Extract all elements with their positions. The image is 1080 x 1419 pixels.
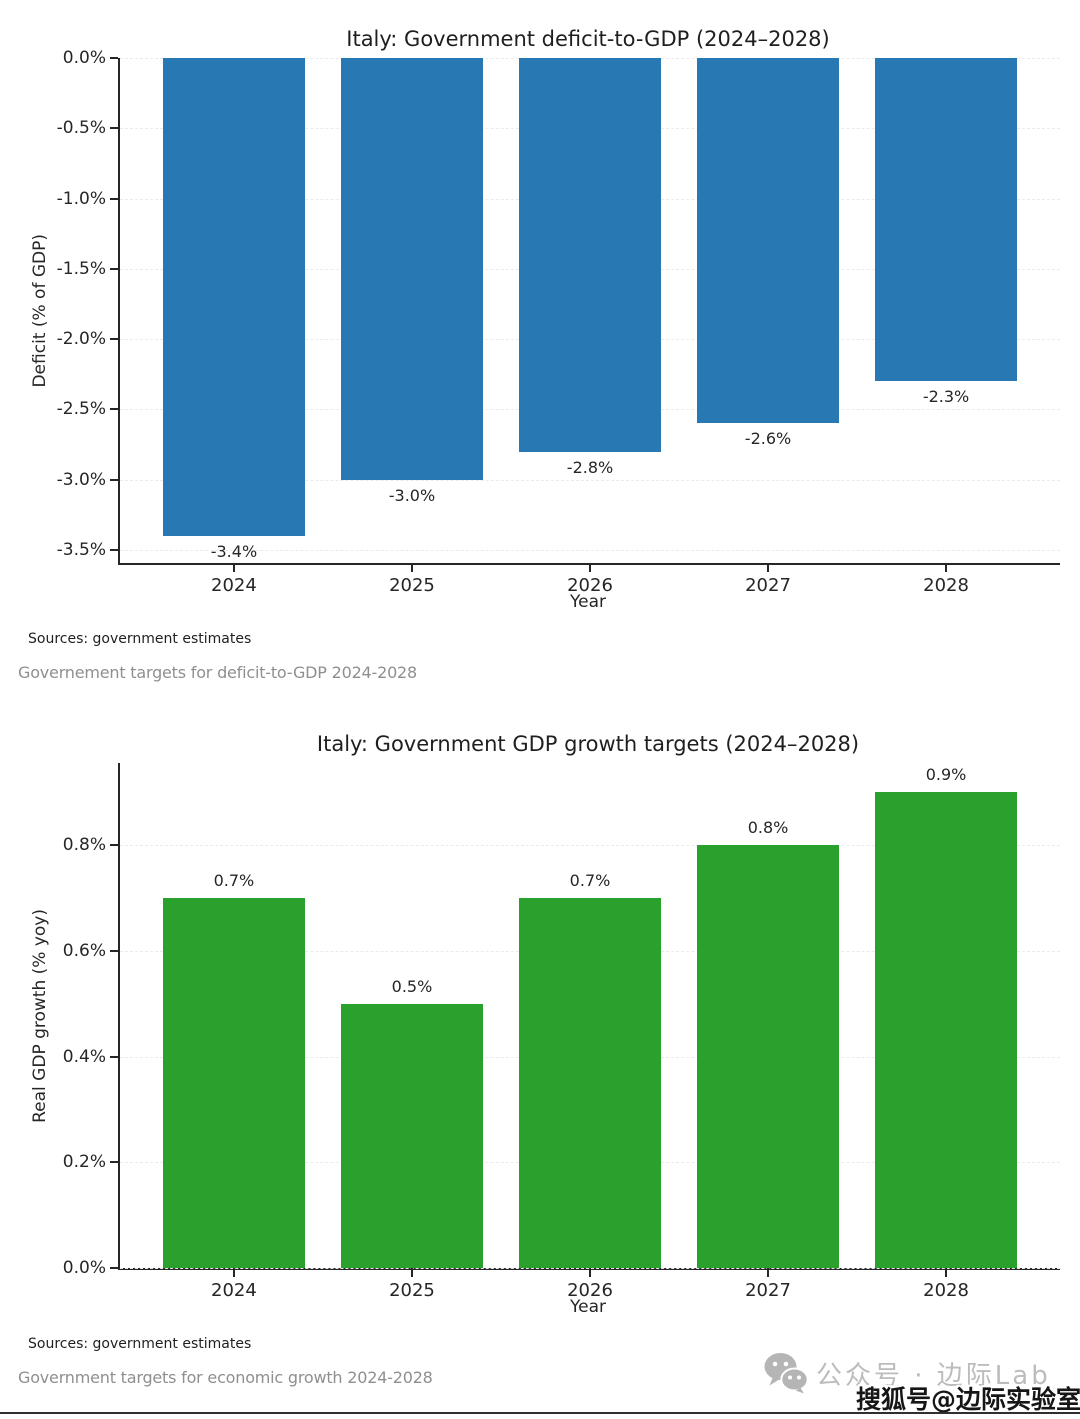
gridline: [120, 549, 1060, 551]
gridline: [120, 845, 1060, 846]
sohu-account-label: 搜狐号@边际实验室: [856, 1385, 1080, 1414]
chart-caption: Governement targets for deficit-to-GDP 2…: [18, 663, 418, 682]
x-tick-mark: [767, 563, 770, 572]
y-tick-label: -1.0%: [56, 188, 106, 209]
deficit-chart: Italy: Government deficit-to-GDP (2024–2…: [0, 0, 1080, 705]
x-tick-label: 2025: [389, 1280, 435, 1301]
wechat-icon: [764, 1353, 809, 1394]
bar: [696, 58, 840, 424]
x-tick-mark: [410, 563, 413, 572]
y-tick-label: 0.4%: [62, 1046, 106, 1067]
bar: [874, 792, 1018, 1268]
y-tick-mark: [110, 1055, 118, 1058]
y-tick-mark: [110, 267, 118, 270]
gridline: [120, 479, 1060, 481]
x-axis-title: Year: [570, 1297, 606, 1317]
bar: [518, 58, 662, 452]
y-axis-title: Real GDP growth (% yoy): [22, 763, 58, 1268]
bar-value-label: -2.6%: [744, 429, 792, 449]
y-tick-label: -2.0%: [56, 329, 106, 350]
gdp-growth-chart: Italy: Government GDP growth targets (20…: [0, 705, 1080, 1410]
bar-value-label: -2.8%: [566, 457, 614, 477]
y-tick-label: -3.0%: [56, 469, 106, 490]
plot-area: 0.0% -0.5% -1.0% -1.5% -2.0% -2.5% -3.0% -3.5% -…: [57, 48, 1060, 596]
bar: [162, 58, 306, 536]
x-tick-label: 2026: [567, 575, 613, 596]
bar-value-label: -3.4%: [210, 541, 258, 561]
x-tick-label: 2027: [745, 575, 791, 596]
x-tick-mark: [589, 563, 591, 572]
x-tick-label: 2028: [923, 1280, 969, 1301]
bar: [518, 897, 662, 1268]
y-tick-mark: [110, 844, 118, 846]
x-tick-mark: [945, 1268, 948, 1277]
y-axis-title-text: Real GDP growth (% yoy): [30, 908, 50, 1123]
y-tick-mark: [110, 408, 118, 411]
bar-value-label: 0.5%: [391, 976, 433, 996]
y-tick-mark: [110, 548, 118, 551]
x-tick-mark: [410, 1268, 413, 1277]
bar-value-label: -2.3%: [922, 387, 970, 407]
chart-title: Italy: Government deficit-to-GDP (2024–2…: [346, 27, 830, 51]
y-tick-mark: [110, 127, 118, 130]
x-tick-mark: [589, 1268, 591, 1277]
bar-value-label: 0.8%: [747, 818, 789, 837]
y-tick-label: 0.0%: [62, 48, 106, 68]
y-axis-title-text: Deficit (% of GDP): [30, 233, 50, 388]
y-tick-mark: [110, 478, 118, 481]
bar-value-label: 0.7%: [569, 870, 611, 890]
wechat-account-label: 公众号 · 边际Lab: [816, 1361, 1051, 1391]
bottom-rule: [0, 1412, 1080, 1414]
x-tick-mark: [767, 1268, 770, 1277]
x-tick-label: 2024: [211, 1280, 257, 1301]
bar: [874, 58, 1018, 382]
x-tick-label: 2024: [211, 575, 257, 596]
x-axis-title: Year: [570, 592, 606, 612]
chart-title: Italy: Government GDP growth targets (20…: [316, 732, 860, 756]
bar: [340, 1003, 484, 1268]
y-tick-label: 0.2%: [62, 1152, 106, 1173]
y-tick-label: 0.6%: [62, 940, 106, 961]
y-tick-label: 0.0%: [62, 1258, 106, 1278]
x-tick-mark: [232, 1268, 235, 1277]
y-tick-label: -3.5%: [56, 539, 106, 560]
y-tick-label: -2.5%: [56, 399, 106, 420]
y-tick-mark: [110, 1161, 118, 1164]
y-axis-title: Deficit (% of GDP): [22, 58, 58, 563]
x-tick-label: 2026: [567, 1280, 613, 1301]
y-tick-mark: [110, 949, 118, 952]
y-tick-mark: [110, 1267, 118, 1269]
bar: [340, 58, 484, 480]
watermark: 公众号 · 边际Lab 搜狐号@边际实验室: [0, 1348, 1080, 1416]
x-tick-label: 2027: [745, 1280, 791, 1301]
chart-caption: Government targets for economic growth 2…: [18, 1368, 433, 1387]
x-tick-label: 2025: [389, 575, 435, 596]
bar: [162, 897, 306, 1268]
y-tick-mark: [110, 197, 118, 200]
y-tick-label: -1.5%: [56, 258, 106, 279]
bar: [696, 845, 840, 1268]
y-tick-mark: [110, 338, 118, 341]
x-tick-mark: [945, 563, 948, 572]
x-tick-label: 2028: [923, 575, 969, 596]
bar-value-label: -3.0%: [388, 485, 436, 505]
plot-area: 0.0% 0.2% 0.4% 0.6% 0.8% 0.7% 2024 0.5% 2025 0.7%…: [63, 763, 1060, 1301]
y-tick-label: -0.5%: [56, 118, 106, 139]
y-tick-label: 0.8%: [62, 835, 106, 855]
bar-value-label: 0.7%: [213, 870, 255, 890]
y-tick-mark: [110, 57, 118, 59]
bar-value-label: 0.9%: [925, 765, 967, 785]
x-tick-mark: [232, 563, 235, 572]
source-note: Sources: government estimates: [28, 1336, 252, 1352]
source-note: Sources: government estimates: [28, 631, 252, 647]
